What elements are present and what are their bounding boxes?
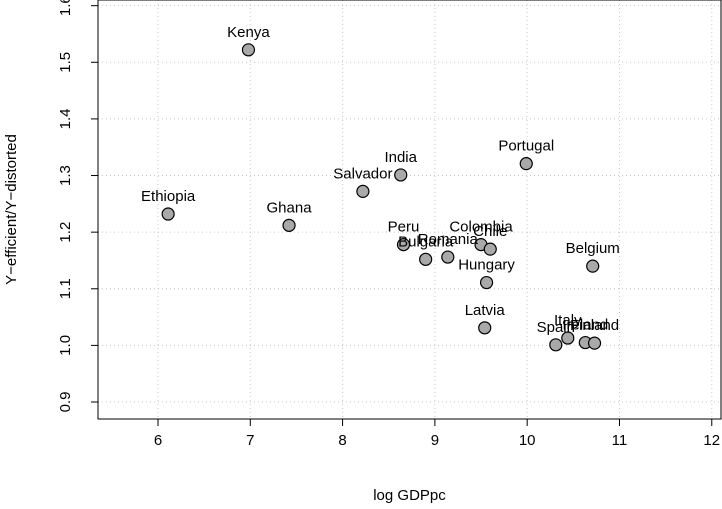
point-label: Ethiopia (141, 188, 196, 205)
point-label: Chile (473, 223, 507, 240)
point-label: Peru (388, 219, 420, 236)
x-axis-label: log GDPpc (373, 487, 446, 504)
point-label: Colombia (449, 219, 513, 236)
x-tick-label: 7 (246, 432, 254, 449)
x-tick-label: 9 (431, 432, 439, 449)
y-tick-label: 1.2 (57, 222, 74, 243)
point-label: Belgium (566, 240, 620, 257)
data-point (356, 184, 370, 198)
data-point (441, 250, 455, 264)
data-point (519, 157, 533, 171)
data-point (483, 242, 497, 256)
y-tick-label: 1.0 (57, 335, 74, 356)
point-label: Italy (554, 312, 582, 329)
point-label: Latvia (465, 302, 506, 319)
point-label: Portugal (498, 138, 554, 155)
point-label: Hungary (458, 257, 515, 274)
y-tick-label: 1.4 (57, 108, 74, 129)
point-label: Ghana (267, 199, 313, 216)
point-label: Finland (570, 317, 619, 334)
data-point (396, 238, 411, 252)
data-point (561, 331, 575, 345)
y-axis: 0.9 1.0 1.1 1.2 1.3 1.4 1.5 1.6 (57, 0, 98, 412)
x-tick-label: 12 (703, 432, 720, 449)
data-point (419, 252, 433, 266)
x-tick-label: 11 (612, 432, 628, 449)
data-point (549, 338, 563, 352)
y-axis-label: Y−efficient/Y−distorted (3, 134, 20, 285)
y-tick-label: 1.5 (57, 52, 74, 73)
point-label: Salvador (333, 165, 392, 182)
plot-frame (97, 0, 722, 420)
x-axis: 6 7 8 9 10 11 12 (154, 419, 720, 449)
x-tick-label: 8 (338, 432, 346, 449)
point-label: Spain (537, 319, 575, 336)
point-label: Bulgaria (398, 233, 454, 250)
data-point (479, 275, 494, 290)
x-tick-label: 10 (519, 432, 536, 449)
data-point (478, 321, 492, 335)
data-point (587, 336, 602, 350)
y-tick-label: 1.1 (57, 278, 74, 299)
data-points (161, 43, 602, 352)
y-tick-label: 1.6 (57, 0, 74, 16)
data-point (161, 207, 175, 221)
grid (98, 0, 721, 419)
data-point (586, 259, 600, 273)
y-tick-label: 1.3 (57, 165, 74, 186)
point-label: Kenya (227, 24, 270, 41)
data-point (282, 218, 296, 232)
point-label: India (384, 149, 417, 166)
data-point (241, 43, 256, 57)
data-point (394, 168, 408, 182)
point-label: Ireland (562, 317, 608, 334)
point-label: Romania (418, 231, 479, 248)
y-tick-label: 0.9 (57, 392, 74, 413)
x-tick-label: 6 (154, 432, 162, 449)
